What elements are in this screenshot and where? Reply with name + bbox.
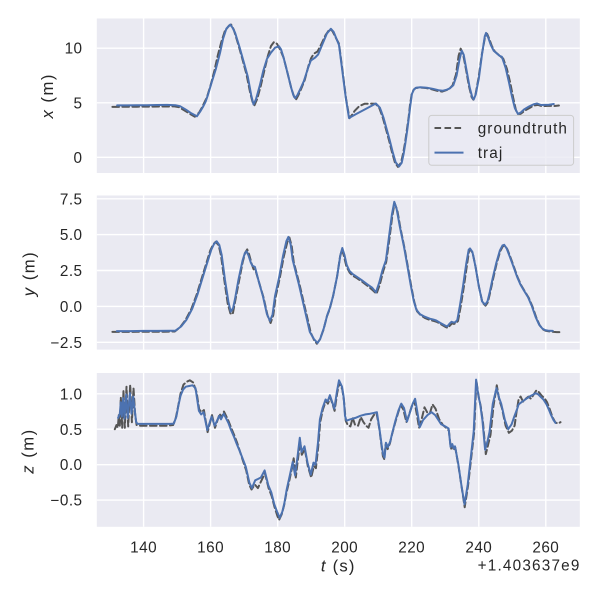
svg-text:traj: traj: [478, 145, 504, 162]
svg-text:160: 160: [197, 539, 224, 556]
svg-text:5: 5: [74, 95, 83, 112]
svg-text:180: 180: [264, 539, 291, 556]
svg-text:0.0: 0.0: [60, 457, 83, 474]
svg-text:200: 200: [331, 539, 358, 556]
svg-text:z (m): z (m): [18, 428, 37, 475]
svg-text:2.5: 2.5: [60, 263, 83, 280]
svg-text:260: 260: [532, 539, 559, 556]
svg-text:y (m): y (m): [19, 251, 38, 298]
svg-text:x (m): x (m): [38, 73, 57, 120]
svg-text:−2.5: −2.5: [51, 335, 83, 352]
svg-text:7.5: 7.5: [60, 191, 83, 208]
svg-text:+1.403637e9: +1.403637e9: [478, 558, 581, 575]
svg-text:240: 240: [465, 539, 492, 556]
svg-text:0.5: 0.5: [60, 422, 83, 439]
svg-text:0.0: 0.0: [60, 299, 83, 316]
svg-text:t (s): t (s): [321, 557, 356, 576]
svg-text:1.0: 1.0: [60, 386, 83, 403]
svg-text:140: 140: [130, 539, 157, 556]
svg-text:groundtruth: groundtruth: [478, 120, 568, 137]
svg-text:220: 220: [398, 539, 425, 556]
svg-text:−0.5: −0.5: [51, 493, 83, 510]
svg-text:0: 0: [74, 150, 83, 167]
svg-text:10: 10: [65, 41, 83, 58]
svg-text:5.0: 5.0: [60, 227, 83, 244]
